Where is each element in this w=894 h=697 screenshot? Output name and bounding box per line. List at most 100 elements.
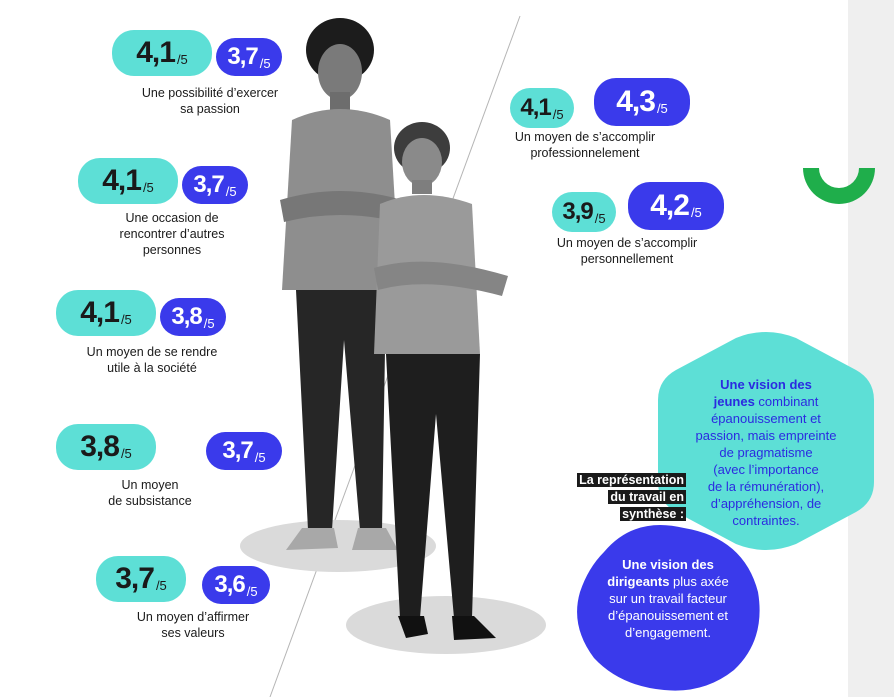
- blue-score: 3,7: [222, 437, 253, 464]
- score-denominator: /5: [259, 55, 271, 71]
- teal-score-bubble: 4,1/5: [78, 158, 178, 204]
- caption-line: rencontrer d’autres: [119, 227, 225, 241]
- blue-score-bubble: 3,7/5: [182, 166, 248, 204]
- rating-personal-fulfilment: 3,9/5 4,2/5: [552, 180, 732, 232]
- teal-score-bubble: 3,9/5: [552, 192, 616, 232]
- leaders-bold-1: Une vision des: [622, 557, 714, 572]
- score-denominator: /5: [120, 311, 132, 327]
- floor-shadow-woman: [346, 596, 546, 654]
- rating-meeting-people: 4,1/5 3,7/5: [78, 158, 258, 204]
- caption-line: Un moyen de s’accomplir: [556, 236, 698, 250]
- youth-bold-1: Une vision des: [720, 377, 812, 392]
- green-semicircle-icon: [801, 120, 877, 208]
- teal-score-bubble: 3,8/5: [56, 424, 156, 470]
- teal-score: 3,7: [115, 562, 155, 595]
- teal-score: 4,1: [80, 296, 120, 329]
- blue-score: 3,7: [227, 43, 258, 70]
- caption-line: professionnelement: [530, 146, 640, 160]
- youth-text: (avec l’importance: [713, 462, 819, 477]
- leaders-bold-2: dirigeants: [607, 574, 670, 589]
- score-denominator: /5: [203, 315, 215, 331]
- side-strip: [848, 0, 894, 697]
- score-denominator: /5: [552, 106, 564, 122]
- caption-line: personnellement: [580, 252, 674, 266]
- rating-professional-fulfilment: 4,1/5 4,3/5: [510, 76, 690, 128]
- blue-score: 3,6: [214, 571, 245, 598]
- caption-line: Un moyen: [121, 478, 179, 492]
- youth-vision-text: Une vision des jeunes combinant épanouis…: [676, 376, 856, 529]
- teal-score-bubble: 4,1/5: [112, 30, 212, 76]
- blue-score: 4,2: [650, 189, 690, 222]
- blue-score-bubble: 4,2/5: [628, 182, 724, 230]
- score-denominator: /5: [225, 183, 237, 199]
- score-denominator: /5: [142, 179, 154, 195]
- score-denominator: /5: [120, 445, 132, 461]
- rating-subsistence: 3,8/5 3,7/5: [56, 424, 282, 470]
- teal-score-bubble: 4,1/5: [510, 88, 574, 128]
- synthesis-line: La représentation: [577, 473, 686, 487]
- youth-bold-2: jeunes: [713, 394, 755, 409]
- rating-passion: 4,1/5 3,7/5: [112, 30, 292, 76]
- youth-text: de la rémunération),: [707, 479, 825, 494]
- caption-line: personnes: [142, 243, 202, 257]
- caption-line: Un moyen de s’accomplir: [514, 130, 656, 144]
- leaders-vision-shape: [577, 525, 760, 691]
- caption-line: Une possibilité d’exercer: [141, 86, 279, 100]
- teal-score: 4,1: [520, 94, 551, 121]
- teal-score: 3,9: [562, 198, 593, 225]
- caption-line: de subsistance: [108, 494, 192, 508]
- leaders-vision-text: Une vision des dirigeants plus axée sur …: [588, 556, 748, 641]
- blue-score-bubble: 4,3/5: [594, 78, 690, 126]
- teal-score-bubble: 4,1/5: [56, 290, 156, 336]
- blue-score-bubble: 3,6/5: [202, 566, 270, 604]
- score-denominator: /5: [690, 204, 702, 220]
- blue-score: 4,3: [616, 85, 656, 118]
- blue-score: 3,7: [193, 171, 224, 198]
- youth-text: combinant: [754, 394, 819, 409]
- teal-score: 4,1: [102, 164, 142, 197]
- blue-score-bubble: 3,7/5: [216, 38, 282, 76]
- teal-score-bubble: 3,7/5: [96, 556, 186, 602]
- senior-woman-photo: [374, 122, 508, 640]
- blue-score: 3,8: [171, 303, 202, 330]
- rating-caption: Une occasion de rencontrer d’autres pers…: [92, 210, 252, 258]
- score-denominator: /5: [656, 100, 668, 116]
- youth-text: épanouissement et: [711, 411, 821, 426]
- synthesis-line: du travail en: [608, 490, 686, 504]
- caption-line: Un moyen de se rendre: [86, 345, 218, 359]
- rating-caption: Un moyen de subsistance: [80, 477, 220, 509]
- leaders-text: sur un travail facteur: [609, 591, 727, 606]
- score-denominator: /5: [176, 51, 188, 67]
- score-denominator: /5: [246, 583, 258, 599]
- rating-caption: Un moyen de s’accomplir personnellement: [542, 235, 712, 267]
- rating-useful-society: 4,1/5 3,8/5: [56, 290, 236, 336]
- synthesis-label: La représentation du travail en synthèse…: [566, 472, 686, 523]
- youth-text: de pragmatisme: [719, 445, 813, 460]
- rating-affirm-values: 3,7/5 3,6/5: [96, 556, 276, 604]
- score-denominator: /5: [155, 577, 167, 593]
- score-denominator: /5: [254, 449, 266, 465]
- score-denominator: /5: [594, 210, 606, 226]
- youth-vision-shape: [658, 332, 874, 550]
- rating-caption: Une possibilité d’exercer sa passion: [120, 85, 300, 117]
- blue-score-bubble: 3,8/5: [160, 298, 226, 336]
- caption-line: utile à la société: [107, 361, 197, 375]
- teal-score: 4,1: [136, 36, 176, 69]
- synthesis-line: synthèse :: [620, 507, 686, 521]
- rating-caption: Un moyen de se rendre utile à la société: [72, 344, 232, 376]
- leaders-text: plus axée: [669, 574, 729, 589]
- youth-text: passion, mais empreinte: [695, 428, 837, 443]
- leaders-text: d’engagement.: [624, 625, 711, 640]
- teal-score: 3,8: [80, 430, 120, 463]
- rating-caption: Un moyen de s’accomplir professionneleme…: [500, 129, 670, 161]
- caption-line: Un moyen d’affirmer: [136, 610, 250, 624]
- young-man-photo: [280, 18, 402, 550]
- rating-caption: Un moyen d’affirmer ses valeurs: [118, 609, 268, 641]
- blue-score-bubble: 3,7/5: [206, 432, 282, 470]
- leaders-text: d’épanouissement et: [608, 608, 728, 623]
- youth-text: d’appréhension, de: [710, 496, 822, 511]
- caption-line: Une occasion de: [125, 211, 219, 225]
- caption-line: ses valeurs: [161, 626, 225, 640]
- youth-text: contraintes.: [732, 513, 800, 528]
- caption-line: sa passion: [180, 102, 240, 116]
